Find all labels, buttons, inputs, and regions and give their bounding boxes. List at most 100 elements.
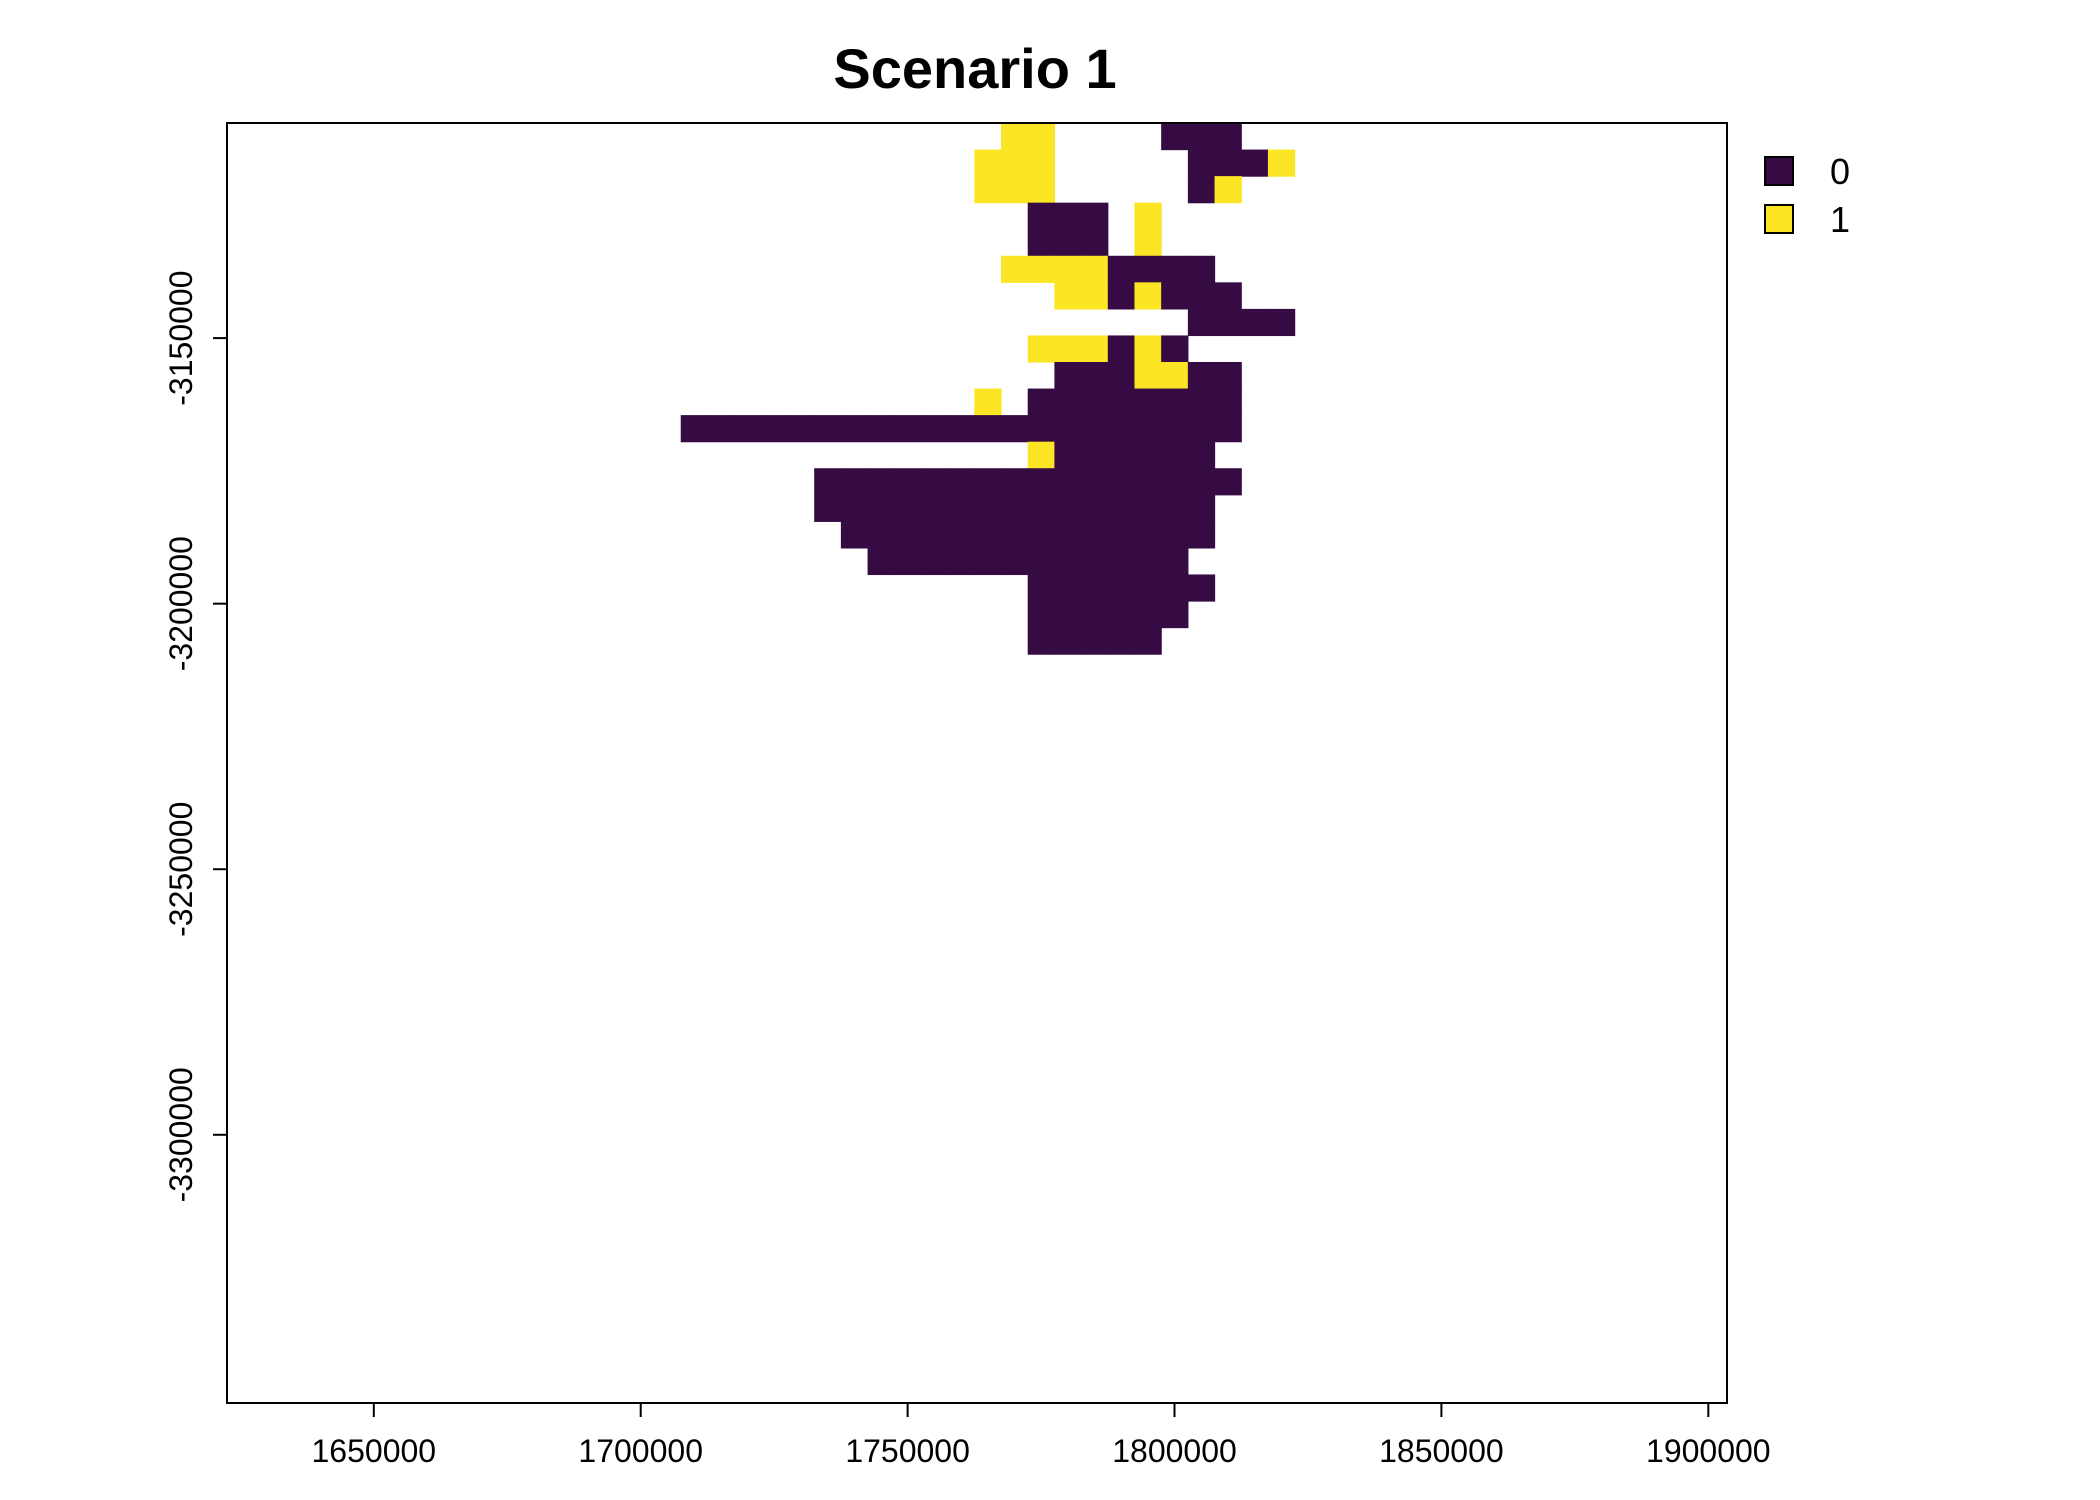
raster-cell-11-31 [1054,415,1082,443]
raster-cell-12-31 [1054,441,1082,469]
raster-cell-13-33 [1107,468,1136,496]
raster-cell-16-32 [1081,547,1109,576]
raster-cell-17-31 [1054,574,1082,602]
raster-cell-2-37 [1214,176,1242,204]
raster-cell-17-30 [1027,574,1056,602]
raster-cell-19-31 [1054,627,1082,655]
raster-cell-9-32 [1081,362,1109,390]
raster-cell-13-36 [1187,468,1216,496]
raster-cell-12-36 [1187,441,1216,469]
raster-cell-10-34 [1134,388,1162,416]
x-tick-label-1: 1700000 [578,1433,703,1469]
raster-cell-14-26 [920,494,949,522]
legend: 01 [1764,151,1850,240]
raster-cell-15-32 [1081,521,1109,549]
raster-cell-13-29 [1001,468,1029,496]
raster-cell-18-31 [1054,601,1082,629]
raster-cell-1-39 [1267,149,1296,177]
raster-cell-2-28 [974,176,1002,204]
raster-cell-15-25 [894,521,922,549]
raster-cell-15-36 [1187,521,1216,549]
raster-cell-11-35 [1161,415,1189,443]
raster-cell-13-30 [1027,468,1056,496]
raster-cell-9-31 [1054,362,1082,390]
raster-cell-13-25 [894,468,922,496]
raster-cell-14-25 [894,494,922,522]
raster-cell-1-30 [1027,149,1056,177]
raster-cell-11-21 [787,415,815,443]
raster-cell-16-24 [867,547,895,576]
raster-cell-11-33 [1107,415,1136,443]
raster-cell-2-29 [1001,176,1029,204]
raster-cell-15-35 [1161,521,1189,549]
raster-cell-3-31 [1054,202,1082,230]
raster-cell-19-34 [1134,627,1162,655]
raster-cell-17-33 [1107,574,1136,602]
raster-cell-13-22 [814,468,842,496]
y-tick-label-0: -3150000 [163,270,199,405]
raster-cell-5-36 [1187,255,1216,283]
raster-cell-5-35 [1161,255,1189,283]
raster-cell-13-26 [920,468,949,496]
raster-cell-9-37 [1214,362,1242,390]
raster-cell-11-25 [894,415,922,443]
raster-cell-14-27 [947,494,975,522]
raster-cell-11-29 [1001,415,1029,443]
raster-cell-11-24 [867,415,895,443]
raster-cell-14-32 [1081,494,1109,522]
raster-cell-14-24 [867,494,895,522]
raster-cell-14-34 [1134,494,1162,522]
raster-cell-14-28 [974,494,1002,522]
raster-cell-10-28 [974,388,1002,416]
raster-cell-7-36 [1187,308,1216,337]
raster-cell-0-30 [1027,123,1056,151]
raster-cell-11-18 [707,415,735,443]
raster-cell-2-30 [1027,176,1056,204]
raster-cell-15-29 [1001,521,1029,549]
raster-cell-8-34 [1134,335,1162,363]
raster-cell-6-36 [1187,282,1216,310]
raster-cell-7-38 [1241,308,1269,337]
raster-cell-4-31 [1054,229,1082,257]
raster-cell-13-35 [1161,468,1189,496]
raster-cell-16-28 [974,547,1002,576]
y-tick-label-3: -3300000 [163,1067,199,1202]
raster-cell-10-35 [1161,388,1189,416]
raster-cell-10-32 [1081,388,1109,416]
raster-cell-15-23 [840,521,869,549]
x-tick-label-0: 1650000 [312,1433,437,1469]
raster-cell-13-32 [1081,468,1109,496]
raster-cell-6-35 [1161,282,1189,310]
raster-cell-11-37 [1214,415,1242,443]
raster-cell-13-27 [947,468,975,496]
plot-frame [226,122,1728,1404]
raster-cell-5-32 [1081,255,1109,283]
legend-swatch-0 [1764,156,1794,186]
raster-cell-3-30 [1027,202,1056,230]
raster-cell-6-32 [1081,282,1109,310]
raster-cell-14-36 [1187,494,1216,522]
raster-cell-14-30 [1027,494,1056,522]
y-tick-label-2: -3250000 [163,802,199,937]
legend-swatch-1 [1764,204,1794,234]
raster-cell-10-37 [1214,388,1242,416]
x-tick-label-4: 1850000 [1379,1433,1504,1469]
raster-cell-13-37 [1214,468,1242,496]
raster-cell-12-35 [1161,441,1189,469]
raster-cell-1-37 [1214,149,1242,177]
raster-cell-1-29 [1001,149,1029,177]
raster-cell-11-32 [1081,415,1109,443]
raster-cell-15-33 [1107,521,1136,549]
raster-cell-11-22 [814,415,842,443]
raster-cell-19-30 [1027,627,1056,655]
raster-cell-14-33 [1107,494,1136,522]
raster-cell-19-32 [1081,627,1109,655]
raster-cell-5-30 [1027,255,1056,283]
chart-title: Scenario 1 [833,37,1116,100]
raster-cell-4-34 [1134,229,1162,257]
raster-cell-17-34 [1134,574,1162,602]
raster-cell-13-23 [840,468,869,496]
raster-cell-3-32 [1081,202,1109,230]
legend-label-0: 0 [1830,151,1850,192]
